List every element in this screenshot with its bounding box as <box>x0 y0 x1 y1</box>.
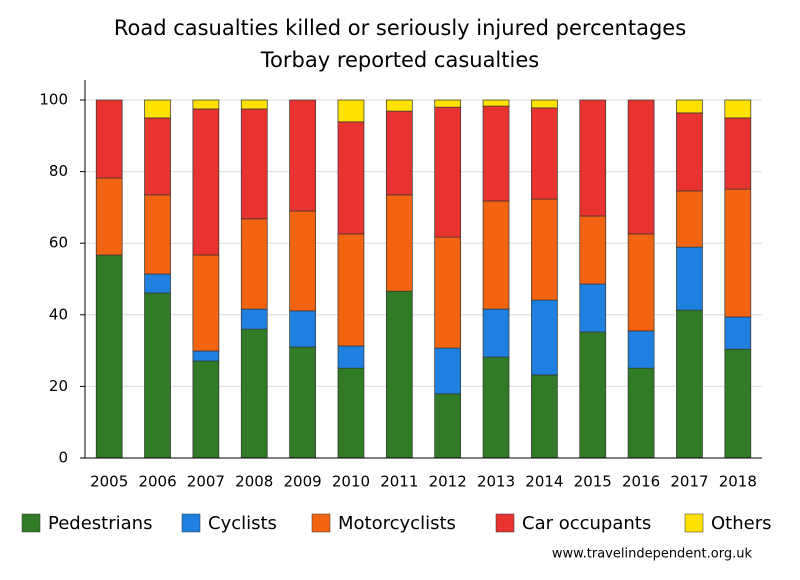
bar-segment <box>531 299 558 376</box>
bar-segment <box>95 254 123 459</box>
bar-segment <box>627 99 655 235</box>
bar-segment <box>192 254 220 352</box>
chart-title: Road casualties killed or seriously inju… <box>114 16 686 40</box>
bar-segment <box>289 210 316 312</box>
legend-swatch <box>21 513 41 533</box>
bar-segment <box>482 356 510 459</box>
bar-segment <box>144 99 171 119</box>
x-tick-label: 2015 <box>574 473 612 491</box>
bar-segment <box>434 99 462 108</box>
chart-subtitle: Torbay reported casualties <box>260 48 539 72</box>
bar-segment <box>144 194 171 275</box>
x-tick-label: 2016 <box>622 473 660 491</box>
bar-segment <box>192 108 220 256</box>
legend-label: Motorcyclists <box>338 513 456 534</box>
bar-segment <box>337 367 365 459</box>
legend-label: Pedestrians <box>48 513 152 534</box>
bar-segment <box>724 99 752 119</box>
legend-label: Car occupants <box>522 513 651 534</box>
legend-swatch <box>684 513 704 533</box>
x-tick-label: 2008 <box>235 473 273 491</box>
bar-segment <box>579 331 607 459</box>
bar-segment <box>144 117 171 196</box>
x-tick-label: 2017 <box>670 473 708 491</box>
bar-segment <box>676 112 703 192</box>
source: www.travelindependent.org.uk <box>552 547 753 562</box>
bar-segment <box>434 347 462 395</box>
bar-segment <box>579 215 607 285</box>
legend-swatch <box>181 513 201 533</box>
bar-segment <box>192 350 220 362</box>
bar-segment <box>192 360 220 459</box>
bar-segment <box>240 218 268 310</box>
bar-segment <box>289 310 316 348</box>
bar-segment <box>482 200 510 310</box>
x-tick-label: 2009 <box>284 473 322 491</box>
bar-segment <box>385 194 413 292</box>
bar-segment <box>627 233 655 332</box>
legend-swatch <box>495 513 515 533</box>
bar-segment <box>144 273 171 294</box>
bar-segment <box>579 283 607 333</box>
y-tick-label: 80 <box>49 162 68 180</box>
y-tick-label: 100 <box>39 91 68 109</box>
bar-segment <box>337 345 365 369</box>
y-tick-label: 20 <box>49 377 68 395</box>
bar-segment <box>482 105 510 202</box>
bar-segment <box>337 121 365 235</box>
bar-segment <box>289 346 316 459</box>
bar-segment <box>434 236 462 349</box>
x-tick-label: 2013 <box>477 473 515 491</box>
legend-swatch <box>311 513 331 533</box>
bar-segment <box>337 233 365 347</box>
legend-label: Others <box>711 513 772 534</box>
bar-segment <box>676 190 703 248</box>
bar-segment <box>240 99 268 110</box>
bar-segment <box>240 308 268 330</box>
bar-segment <box>240 108 268 220</box>
bar-segment <box>724 316 752 350</box>
y-tick-label: 40 <box>49 305 68 323</box>
bar-segment <box>95 99 123 179</box>
bar-segment <box>724 348 752 459</box>
bar-segment <box>192 99 220 110</box>
y-tick-label: 0 <box>58 449 68 467</box>
bar-segment <box>337 99 365 123</box>
bar-segment <box>627 367 655 459</box>
bar-segment <box>434 393 462 459</box>
x-tick-label: 2005 <box>90 473 128 491</box>
x-tick-label: 2012 <box>429 473 467 491</box>
bar-segment <box>385 110 413 196</box>
x-tick-label: 2018 <box>719 473 757 491</box>
bar-segment <box>434 106 462 238</box>
bar-segment <box>627 330 655 369</box>
bar-segment <box>289 99 316 212</box>
bar-segment <box>95 177 123 256</box>
legend-label: Cyclists <box>208 513 277 534</box>
bar-segment <box>676 246 703 311</box>
bar-segment <box>482 99 510 107</box>
bar-segment <box>724 117 752 190</box>
x-tick-label: 2007 <box>187 473 225 491</box>
bar-segment <box>676 309 703 459</box>
y-tick-label: 60 <box>49 234 68 252</box>
x-tick-label: 2006 <box>138 473 176 491</box>
bar-segment <box>531 374 558 459</box>
x-tick-label: 2014 <box>525 473 563 491</box>
x-tick-label: 2010 <box>332 473 370 491</box>
bar-segment <box>724 188 752 318</box>
bar-segment <box>676 99 703 114</box>
bar-segment <box>240 328 268 459</box>
bar-segment <box>531 107 558 200</box>
bar-segment <box>531 198 558 301</box>
bar-segment <box>531 99 558 109</box>
bar-segment <box>482 308 510 358</box>
x-tick-label: 2011 <box>380 473 418 491</box>
bar-segment <box>579 99 607 217</box>
bar-segment <box>385 290 413 459</box>
bar-segment <box>385 99 413 112</box>
bar-segment <box>144 292 171 459</box>
